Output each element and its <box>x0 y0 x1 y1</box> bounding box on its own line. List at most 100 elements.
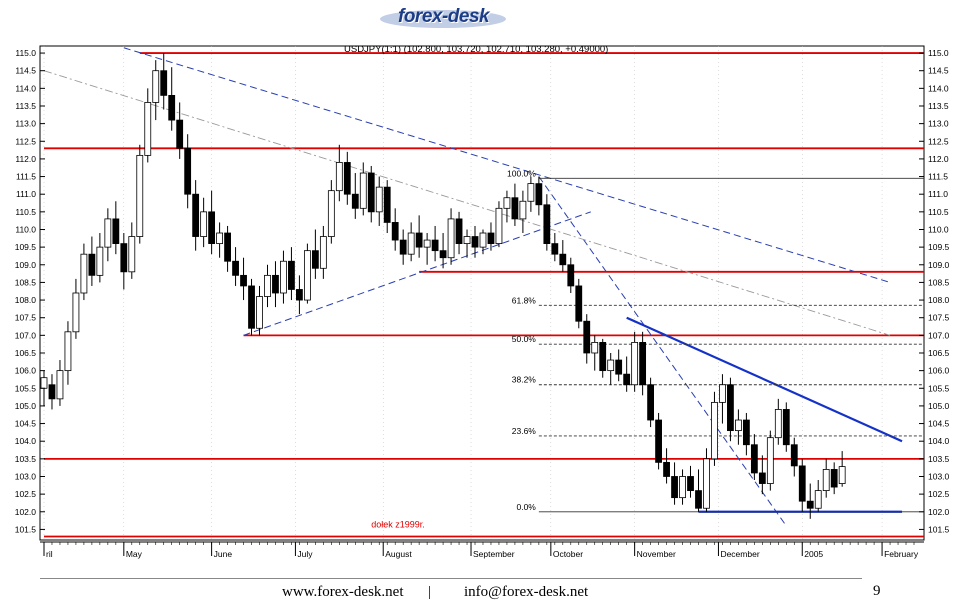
candle-body-down <box>248 285 255 329</box>
y-tick-label-right: 104.5 <box>928 419 950 429</box>
candle-body-down <box>671 476 678 499</box>
logo-text: forex-desk <box>398 6 490 27</box>
trend-line <box>43 70 891 336</box>
y-tick-label-right: 103.5 <box>928 454 950 464</box>
candle-body-up <box>104 218 112 248</box>
candle-body-down <box>551 243 559 255</box>
candle-body-up <box>128 236 136 273</box>
y-tick-label-right: 102.5 <box>928 489 950 499</box>
y-tick-label-left: 104.5 <box>15 419 37 429</box>
candle-body-down <box>687 476 694 492</box>
y-tick-label-right: 114.5 <box>928 66 949 76</box>
candle-body-down <box>647 384 655 421</box>
candle-body-up <box>527 183 535 202</box>
y-tick-label-right: 101.5 <box>928 524 950 534</box>
x-tick-label: December <box>720 549 759 559</box>
y-tick-label-left: 106.0 <box>15 366 37 376</box>
candle-body-down <box>367 172 375 213</box>
candle-body-up <box>631 341 639 386</box>
y-tick-label-right: 111.5 <box>928 172 948 182</box>
candle-body-down <box>798 465 806 502</box>
y-tick-label-right: 104.0 <box>928 436 950 446</box>
chart-title: USDJPY(1:1) (102.800, 103.720, 102.710, … <box>344 44 608 55</box>
fib-level-label: 61.8% <box>512 295 537 305</box>
forex-desk-logo: forex-desk <box>380 4 506 30</box>
y-tick-label-right: 103.0 <box>928 471 950 481</box>
fib-level-label: 23.6% <box>512 426 537 436</box>
y-tick-label-left: 112.0 <box>15 154 36 164</box>
candle-body-up <box>591 341 599 354</box>
candle-body-down <box>176 119 184 149</box>
candle-body-up <box>423 239 431 248</box>
candle-body-up <box>766 437 774 484</box>
candle-body-up <box>719 384 726 403</box>
candle-body-up <box>407 232 415 255</box>
candle-body-down <box>559 253 567 266</box>
x-tick-label: November <box>637 549 676 559</box>
candle-body-down <box>455 218 463 244</box>
footer-separator: | <box>428 584 432 600</box>
candle-body-down <box>790 444 798 467</box>
candle-body-up <box>96 246 104 276</box>
trend-line <box>626 316 903 443</box>
candle-body-down <box>240 274 247 287</box>
y-tick-label-left: 105.0 <box>15 401 37 411</box>
y-tick-label-left: 110.0 <box>15 224 36 234</box>
footer-email[interactable]: info@forex-desk.net <box>464 584 589 600</box>
y-tick-label-left: 102.5 <box>15 489 37 499</box>
candle-body-up <box>136 154 144 237</box>
candle-body-up <box>200 211 208 237</box>
y-tick-label-right: 112.0 <box>928 154 949 164</box>
candle-body-up <box>447 218 455 259</box>
y-tick-label-left: 112.5 <box>15 136 36 146</box>
candle-body-down <box>750 444 758 474</box>
y-tick-label-right: 105.5 <box>928 383 950 393</box>
candles <box>40 53 846 519</box>
candle-body-down <box>511 197 519 220</box>
y-tick-label-right: 105.0 <box>928 401 950 411</box>
fibonacci-levels: 100.0% 61.8% 50.0% 38.2% 23.6% 0.0% <box>507 168 924 513</box>
y-tick-label-right: 107.5 <box>928 313 950 323</box>
candle-body-down <box>184 147 192 195</box>
footer-website[interactable]: www.forex-desk.net <box>282 584 404 600</box>
y-tick-label-right: 115.0 <box>928 48 949 58</box>
y-tick-label-left: 111.5 <box>16 172 36 182</box>
candle-body-down <box>535 183 543 206</box>
candle-body-up <box>56 370 64 400</box>
annotation-label: dołek z1999r. <box>371 520 425 530</box>
y-tick-label-left: 103.5 <box>15 454 37 464</box>
candle-body-down <box>830 469 838 488</box>
y-tick-label-right: 109.5 <box>928 242 950 252</box>
x-tick-label: May <box>126 549 143 559</box>
x-tick-label: June <box>214 549 233 559</box>
fib-level-label: 50.0% <box>512 334 537 344</box>
candle-body-up <box>359 172 367 209</box>
x-tick-label: October <box>553 549 583 559</box>
candle-body-down <box>615 359 623 375</box>
y-tick-label-right: 102.0 <box>928 507 950 517</box>
x-axis: ril May June July August September October Nove… <box>40 541 924 559</box>
candle-body-down <box>120 243 128 273</box>
y-tick-label-left: 107.5 <box>15 313 37 323</box>
candle-body-down <box>567 264 575 287</box>
x-tick-label: 2005 <box>804 549 823 559</box>
y-tick-label-right: 106.5 <box>928 348 950 358</box>
candle-body-up <box>463 236 471 245</box>
candle-body-up <box>711 401 718 460</box>
candle-body-down <box>383 186 391 223</box>
annotations: dołek z1999r. <box>371 520 425 530</box>
page-footer: www.forex-desk.net | info@forex-desk.net… <box>0 578 960 602</box>
y-tick-label-left: 113.5 <box>15 101 36 111</box>
candle-body-down <box>168 95 176 121</box>
y-tick-label-left: 102.0 <box>15 507 37 517</box>
y-tick-label-left: 104.0 <box>15 436 37 446</box>
candle-body-down <box>160 70 168 96</box>
candle-body-up <box>774 409 782 439</box>
y-tick-label-right: 114.0 <box>928 83 949 93</box>
x-tick-label: February <box>884 549 919 559</box>
candle-body-up <box>703 458 710 509</box>
candle-body-up <box>503 197 511 209</box>
candle-body-down <box>224 232 231 262</box>
candle-body-up <box>280 260 287 294</box>
y-tick-label-right: 109.0 <box>928 260 950 270</box>
